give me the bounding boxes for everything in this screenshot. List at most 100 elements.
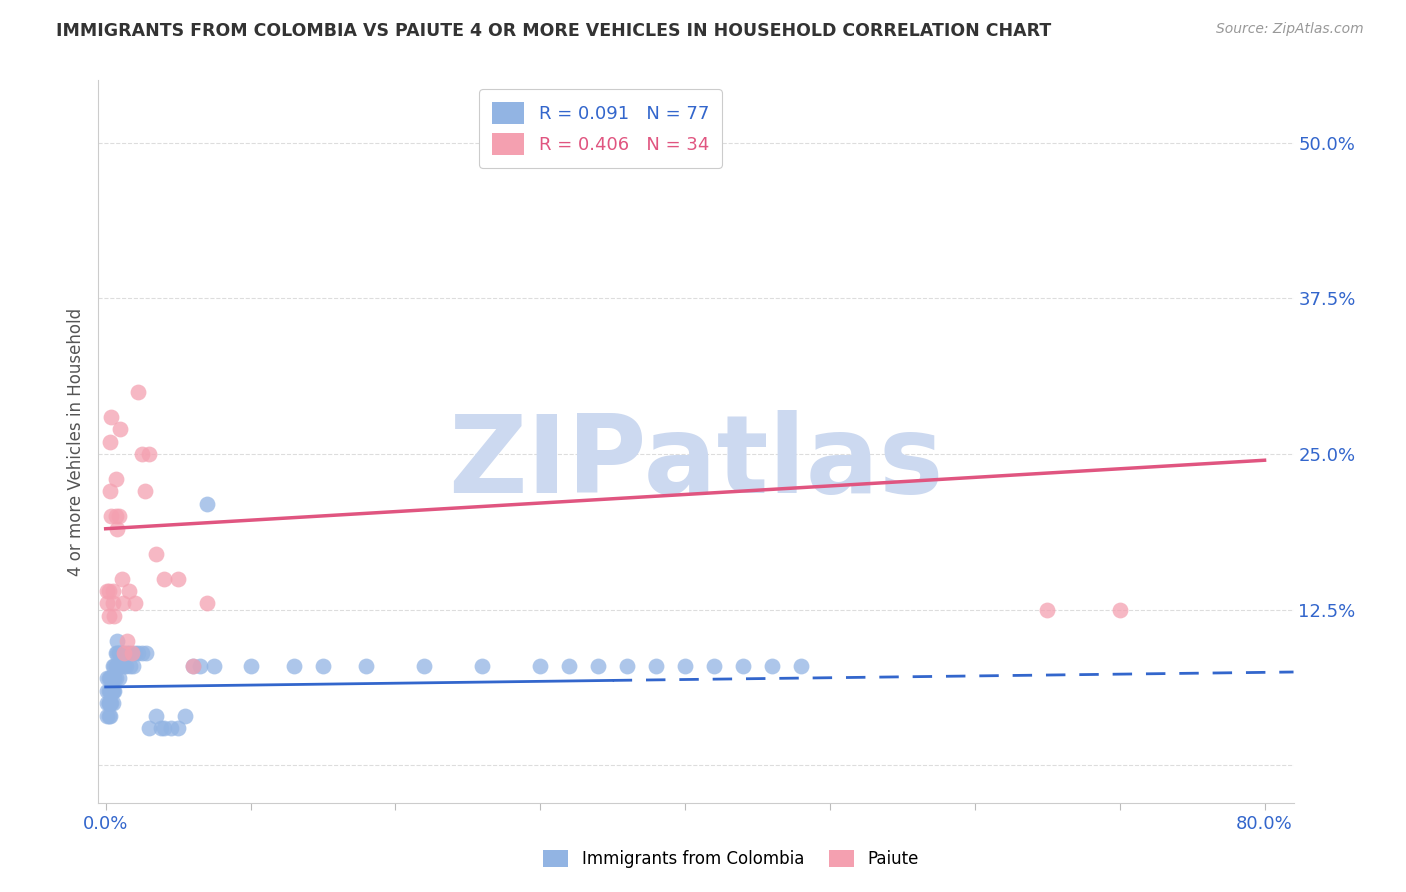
Point: [124, 646, 146, 660]
Point: [703, 658, 725, 673]
Text: ZIPatlas: ZIPatlas: [449, 410, 943, 516]
Point: [283, 658, 305, 673]
Y-axis label: 4 or more Vehicles in Household: 4 or more Vehicles in Household: [66, 308, 84, 575]
Point: [202, 658, 225, 673]
Point: [117, 646, 139, 660]
Point: [110, 572, 132, 586]
Point: [112, 646, 135, 660]
Text: IMMIGRANTS FROM COLOMBIA VS PAIUTE 4 OR MORE VEHICLES IN HOUSEHOLD CORRELATION C: IMMIGRANTS FROM COLOMBIA VS PAIUTE 4 OR …: [56, 22, 1052, 40]
Point: [97, 671, 120, 685]
Point: [138, 447, 160, 461]
Point: [181, 658, 204, 673]
Point: [104, 658, 127, 673]
Point: [645, 658, 668, 673]
Point: [101, 696, 124, 710]
Point: [110, 646, 132, 660]
Point: [98, 696, 121, 710]
Point: [673, 658, 696, 673]
Point: [101, 683, 124, 698]
Point: [152, 572, 174, 586]
Point: [188, 658, 211, 673]
Point: [100, 509, 122, 524]
Point: [104, 671, 127, 685]
Point: [107, 509, 129, 524]
Point: [115, 658, 138, 673]
Point: [121, 646, 143, 660]
Point: [145, 547, 167, 561]
Point: [97, 708, 120, 723]
Point: [100, 671, 122, 685]
Point: [117, 633, 139, 648]
Point: [108, 646, 131, 660]
Point: [98, 671, 121, 685]
Point: [100, 696, 122, 710]
Point: [96, 708, 118, 723]
Point: [195, 497, 218, 511]
Point: [138, 721, 160, 735]
Point: [195, 597, 218, 611]
Point: [127, 646, 149, 660]
Legend: R = 0.091   N = 77, R = 0.406   N = 34: R = 0.091 N = 77, R = 0.406 N = 34: [479, 89, 721, 168]
Point: [586, 658, 609, 673]
Point: [103, 609, 125, 624]
Point: [122, 658, 145, 673]
Point: [107, 646, 129, 660]
Legend: Immigrants from Colombia, Paiute: Immigrants from Colombia, Paiute: [537, 843, 925, 875]
Point: [98, 434, 121, 449]
Point: [616, 658, 638, 673]
Point: [731, 658, 754, 673]
Point: [114, 658, 136, 673]
Point: [103, 671, 125, 685]
Point: [104, 646, 127, 660]
Point: [101, 683, 124, 698]
Point: [97, 609, 120, 624]
Point: [104, 472, 127, 486]
Point: [761, 658, 783, 673]
Point: [98, 484, 121, 499]
Point: [100, 683, 122, 698]
Point: [101, 658, 124, 673]
Point: [96, 584, 118, 599]
Point: [131, 646, 153, 660]
Point: [112, 597, 135, 611]
Point: [471, 658, 494, 673]
Point: [1108, 603, 1130, 617]
Point: [103, 658, 125, 673]
Point: [118, 584, 141, 599]
Point: [145, 708, 167, 723]
Point: [149, 721, 172, 735]
Point: [101, 671, 124, 685]
Point: [152, 721, 174, 735]
Point: [356, 658, 378, 673]
Point: [167, 572, 190, 586]
Point: [107, 658, 129, 673]
Point: [558, 658, 581, 673]
Point: [118, 646, 141, 660]
Text: Source: ZipAtlas.com: Source: ZipAtlas.com: [1216, 22, 1364, 37]
Point: [103, 671, 125, 685]
Point: [105, 522, 128, 536]
Point: [105, 658, 128, 673]
Point: [120, 658, 142, 673]
Point: [103, 683, 125, 698]
Point: [127, 384, 149, 399]
Point: [101, 597, 124, 611]
Point: [108, 422, 131, 436]
Point: [98, 683, 121, 698]
Point: [1036, 603, 1059, 617]
Point: [181, 658, 204, 673]
Point: [114, 646, 136, 660]
Point: [239, 658, 262, 673]
Point: [97, 696, 120, 710]
Point: [96, 696, 118, 710]
Point: [97, 584, 120, 599]
Point: [131, 447, 153, 461]
Point: [100, 683, 122, 698]
Point: [97, 696, 120, 710]
Point: [134, 484, 156, 499]
Point: [167, 721, 190, 735]
Point: [96, 597, 118, 611]
Point: [529, 658, 551, 673]
Point: [96, 683, 118, 698]
Point: [413, 658, 436, 673]
